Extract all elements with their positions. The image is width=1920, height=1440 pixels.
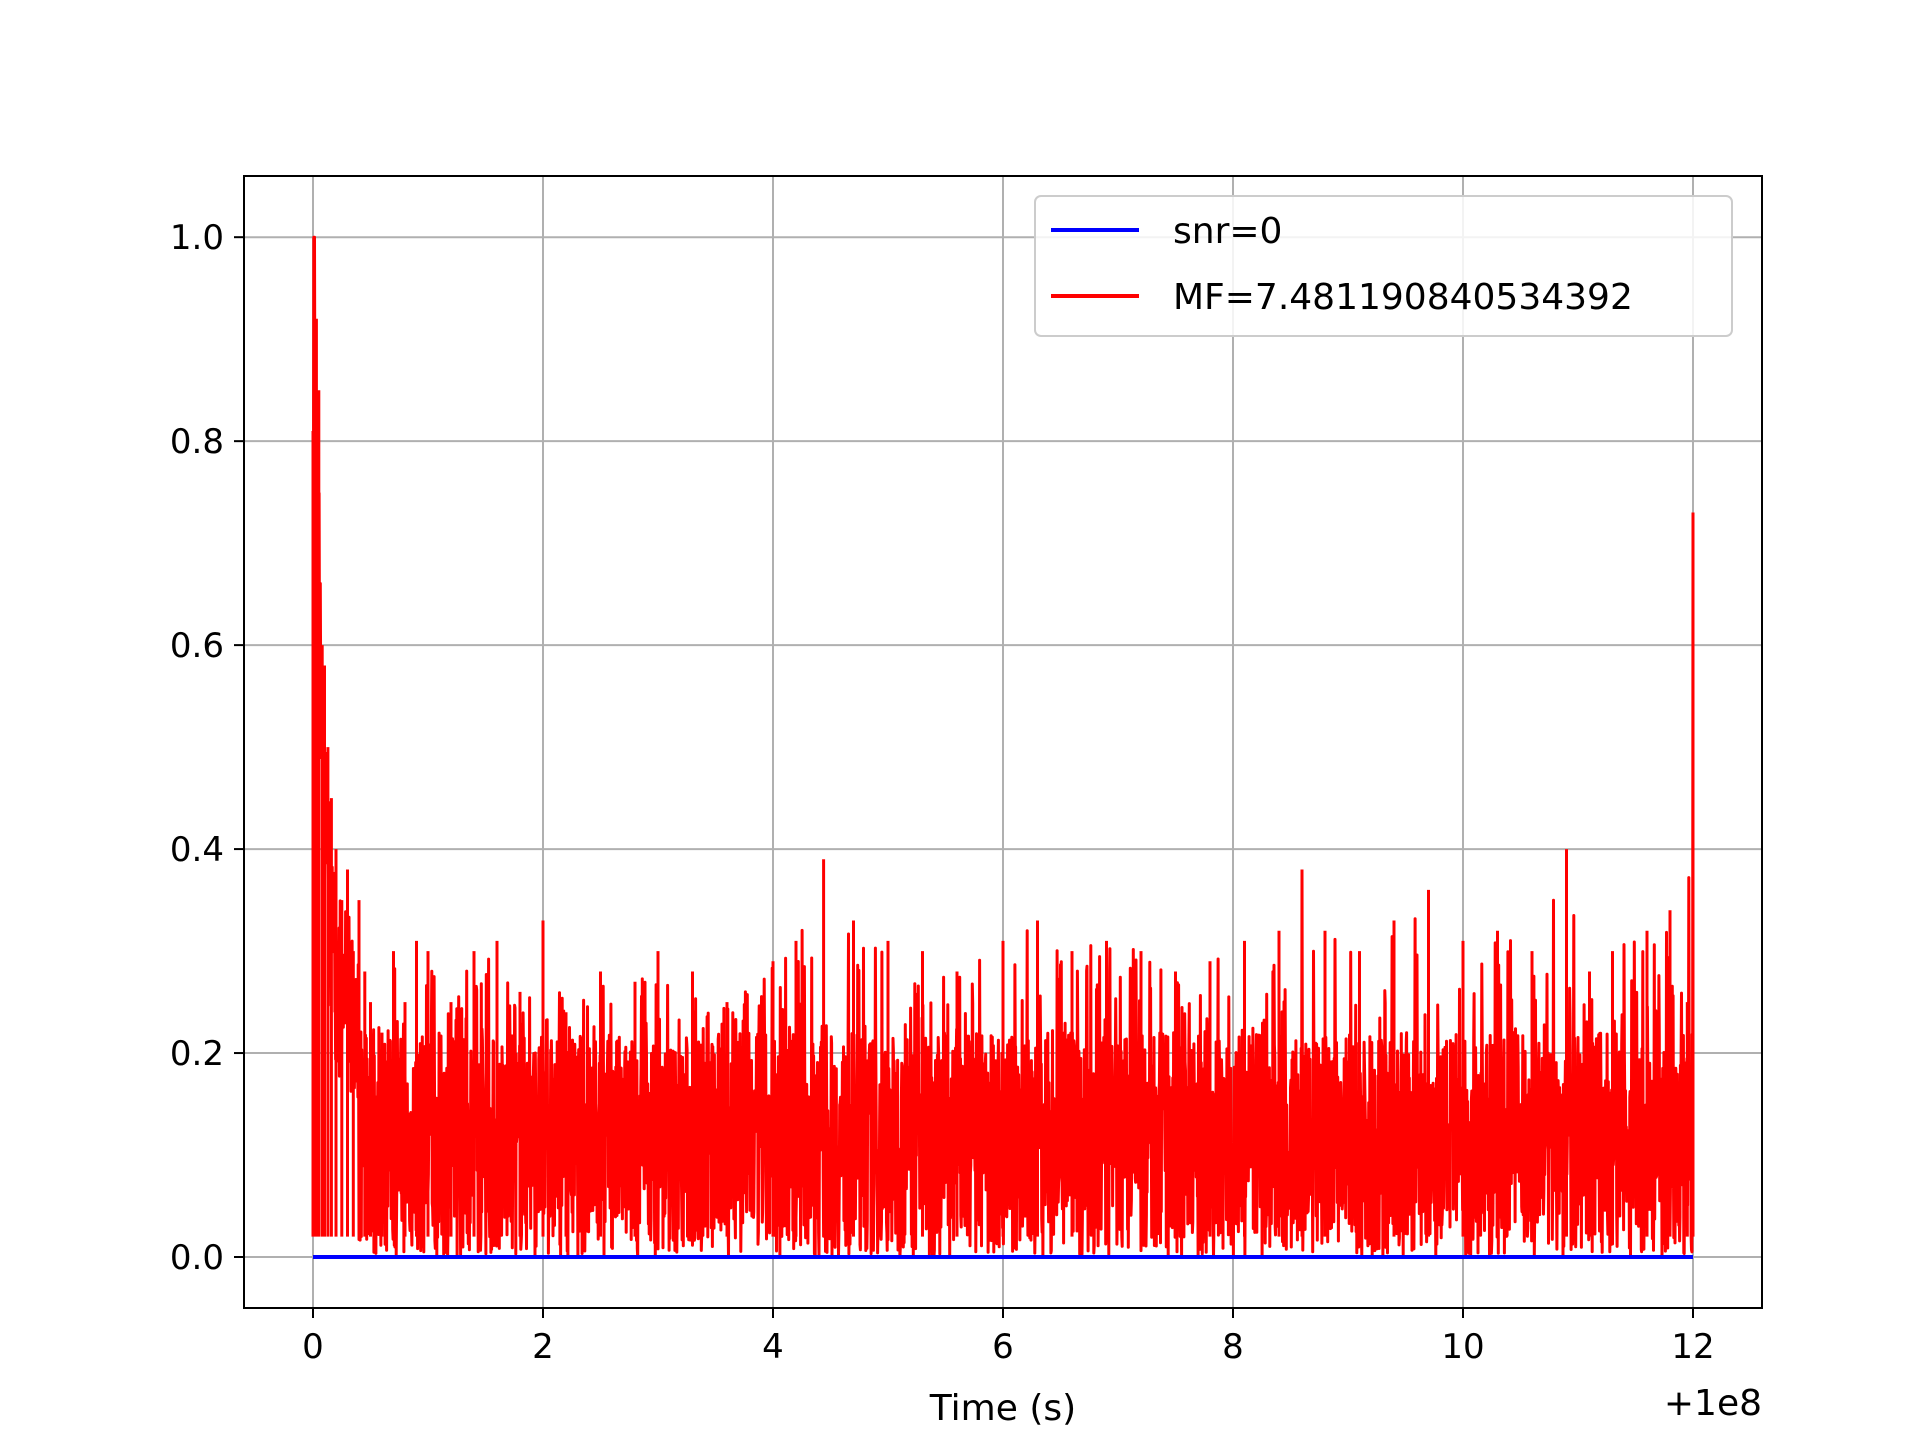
x-axis-label: Time (s)	[929, 1388, 1076, 1429]
x-tick-label: 0	[302, 1327, 324, 1367]
series-line-mf	[311, 235, 1695, 1259]
legend-label-snr: snr=0	[1173, 211, 1282, 252]
y-tick-label: 1.0	[170, 218, 224, 258]
legend-box	[1034, 195, 1733, 337]
y-tick-label: 0.6	[170, 626, 224, 666]
y-tick-label: 0.4	[170, 830, 224, 870]
x-tick-label: 6	[992, 1327, 1014, 1367]
x-axis-offset-label: +1e8	[1664, 1383, 1762, 1424]
y-tick-label: 0.8	[170, 422, 224, 462]
plot-series	[311, 235, 1695, 1259]
y-tick-label: 0.2	[170, 1034, 224, 1074]
axis-ticks: 0 2 4 6 8 10 12 0.0 0.2 0.4 0.6 0.8 1.0	[170, 218, 1715, 1367]
x-tick-label: 2	[532, 1327, 554, 1367]
x-tick-label: 12	[1671, 1327, 1714, 1367]
x-tick-label: 10	[1441, 1327, 1484, 1367]
legend-label-mf: MF=7.481190840534392	[1173, 277, 1633, 318]
x-tick-label: 4	[762, 1327, 784, 1367]
x-tick-label: 8	[1222, 1327, 1244, 1367]
legend: snr=0 MF=7.481190840534392	[1034, 195, 1733, 337]
y-tick-label: 0.0	[170, 1238, 224, 1278]
